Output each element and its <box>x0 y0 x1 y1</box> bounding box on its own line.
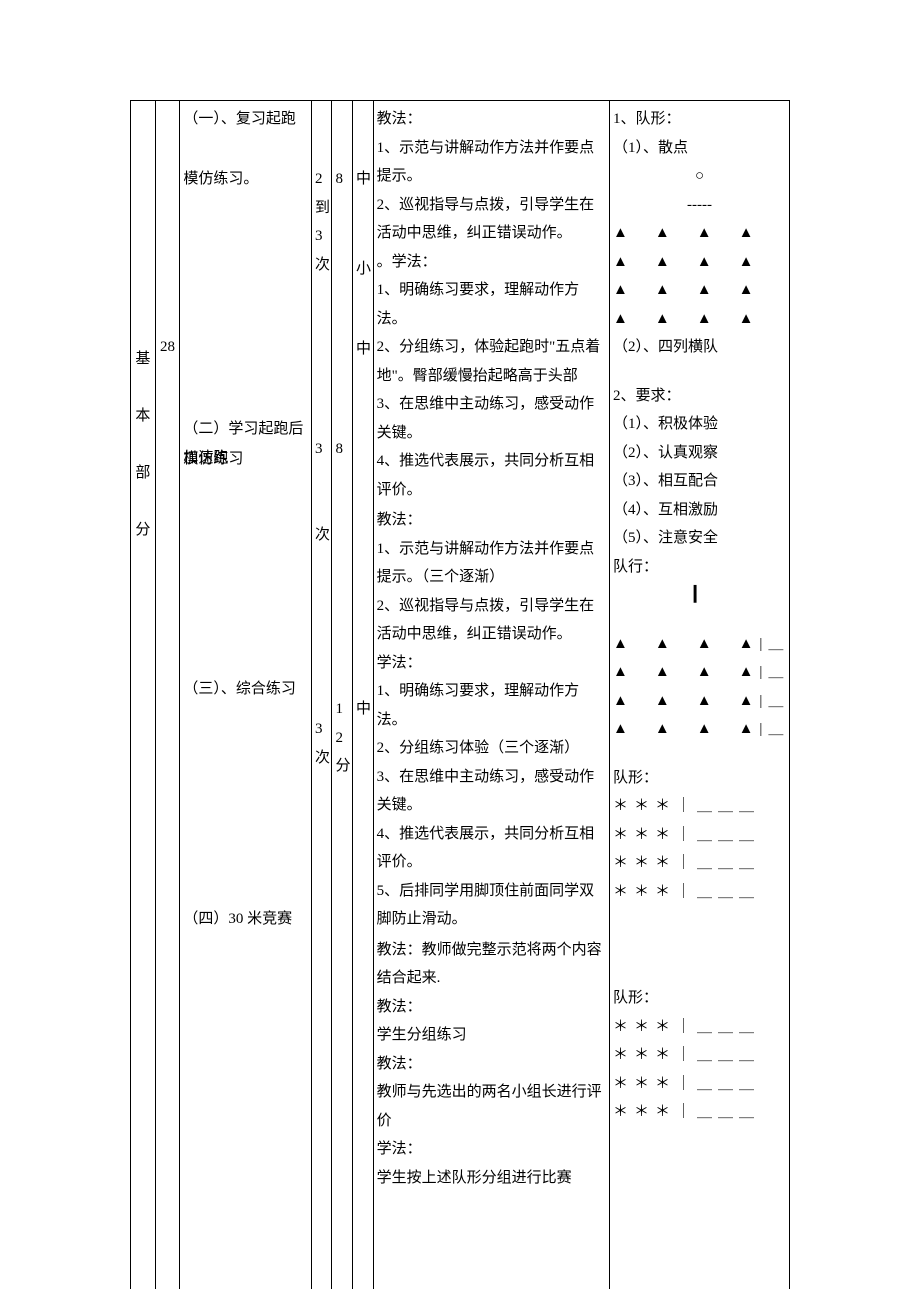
formation-req-5: （5）、注意安全 <box>613 524 786 553</box>
content-1-title: （一）、复习起跑 <box>183 111 296 127</box>
formation-dash: ----- <box>613 191 786 220</box>
formation-tri-line: ▲ ▲ ▲ ▲|＿ <box>613 658 786 687</box>
count-2: 3 次 <box>315 435 329 715</box>
formation-tri-line: ▲ ▲ ▲ ▲|＿ <box>613 687 786 716</box>
table-row: 基 本 部 分 28 （一）、复习起跑 模仿练习。 （二）学习起跑后加速跑 模仿… <box>131 101 790 1290</box>
formation-star-row: ＊＊＊｜＿＿＿ <box>613 1013 786 1042</box>
formation-tri-row: ▲ ▲ ▲ ▲ <box>613 305 786 334</box>
count-cell: 2 到 3 次 3 次 3 次 <box>311 101 332 1290</box>
formation-req-4: （4）、互相激励 <box>613 496 786 525</box>
section-cell: 基 本 部 分 <box>131 101 156 1290</box>
formation-circle: ○ <box>613 162 786 191</box>
count-3: 3 次 <box>315 715 329 772</box>
formation-tri-row: ▲ ▲ ▲ ▲ <box>613 248 786 277</box>
formation-1-b: （2）、四列横队 <box>613 333 786 362</box>
duration-cell: 8 8 1 2 分 <box>332 101 353 1290</box>
content-cell: （一）、复习起跑 模仿练习。 （二）学习起跑后加速跑 模仿练习 （三）、综合练习… <box>180 101 312 1290</box>
intensity-3: 中 <box>356 695 370 724</box>
formation-1-a: （1）、散点 <box>613 134 786 163</box>
formation-5-header: 队形： <box>613 984 786 1013</box>
formation-req-3: （3）、相互配合 <box>613 467 786 496</box>
time-cell: 28 <box>155 101 180 1290</box>
content-2-sub: 模仿练习 <box>183 451 243 467</box>
formation-tri-row: ▲ ▲ ▲ ▲ <box>613 276 786 305</box>
lesson-plan-table: 基 本 部 分 28 （一）、复习起跑 模仿练习。 （二）学习起跑后加速跑 模仿… <box>130 100 790 1289</box>
intensity-1: 中 <box>356 165 370 255</box>
formation-2-header: 2、要求： <box>613 382 786 411</box>
method-2: 教法： 1、示范与讲解动作方法并作要点提示。（三个逐渐） 2、巡视指导与点拨，引… <box>377 506 606 934</box>
content-1-sub: 模仿练习。 <box>183 171 258 187</box>
formation-star-row: ＊＊＊｜＿＿＿ <box>613 1070 786 1099</box>
formation-1-header: 1、队形： <box>613 105 786 134</box>
count-1: 2 到 3 次 <box>315 165 329 435</box>
intensity-1b: 小 <box>356 255 370 335</box>
intensity-2: 中 <box>356 335 370 695</box>
formation-req-2: （2）、认真观察 <box>613 439 786 468</box>
formation-cell: 1、队形： （1）、散点 ○ ----- ▲ ▲ ▲ ▲ ▲ ▲ ▲ ▲ ▲ ▲… <box>610 101 790 1290</box>
section-label: 基 本 部 分 <box>135 345 150 545</box>
formation-3-bar: ▎ <box>613 581 786 610</box>
formation-tri-row: ▲ ▲ ▲ ▲ <box>613 219 786 248</box>
formation-star-row: ＊＊＊｜＿＿＿ <box>613 821 786 850</box>
formation-star-row: ＊＊＊｜＿＿＿ <box>613 878 786 907</box>
duration-1: 8 <box>335 165 349 435</box>
formation-tri-line: ▲ ▲ ▲ ▲|＿ <box>613 715 786 744</box>
method-cell: 教法： 1、示范与讲解动作方法并作要点提示。 2、巡视指导与点拨，引导学生在活动… <box>373 101 609 1290</box>
formation-tri-line: ▲ ▲ ▲ ▲|＿ <box>613 630 786 659</box>
content-3-title: （三）、综合练习 <box>183 681 296 697</box>
content-4-title: （四）30 米竞赛 <box>183 911 292 927</box>
method-3: 教法：教师做完整示范将两个内容结合起来. 教法： 学生分组练习 教法： 教师与先… <box>377 936 606 1193</box>
formation-star-row: ＊＊＊｜＿＿＿ <box>613 1098 786 1127</box>
duration-2: 8 <box>335 435 349 695</box>
formation-req-1: （1）、积极体验 <box>613 410 786 439</box>
intensity-cell: 中 小 中 中 <box>353 101 374 1290</box>
formation-3-header: 队行： <box>613 553 786 582</box>
time-value: 28 <box>160 339 175 355</box>
formation-star-row: ＊＊＊｜＿＿＿ <box>613 1041 786 1070</box>
method-1: 教法： 1、示范与讲解动作方法并作要点提示。 2、巡视指导与点拨，引导学生在活动… <box>377 105 606 504</box>
formation-4-header: 队形： <box>613 764 786 793</box>
formation-star-row: ＊＊＊｜＿＿＿ <box>613 849 786 878</box>
formation-star-row: ＊＊＊｜＿＿＿ <box>613 792 786 821</box>
duration-3: 1 2 分 <box>335 695 349 781</box>
